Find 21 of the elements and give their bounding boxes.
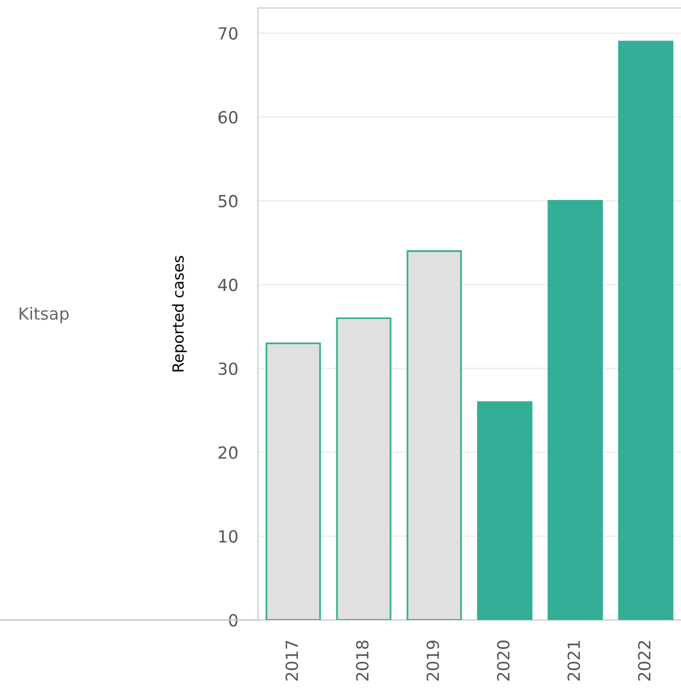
y-axis-title: Reported cases	[172, 256, 187, 372]
x-tick-label: 2022	[638, 641, 651, 681]
text: Kitsap	[20, 306, 69, 324]
x-tick-label: 2017	[285, 640, 298, 681]
y-tick-label: 60	[218, 110, 238, 124]
bar	[336, 317, 392, 620]
y-tick-label: 70	[218, 27, 238, 40]
y-tick-label: 30	[218, 362, 238, 376]
x-tick-label: 2019	[426, 640, 440, 681]
y-tick-label: 20	[218, 446, 238, 459]
bar	[548, 200, 603, 620]
x-tick-label: 2018	[356, 640, 369, 681]
bar	[266, 342, 321, 620]
y-tick-label: 40	[218, 278, 238, 292]
x-tick-label: 2021	[567, 640, 580, 681]
bar	[406, 250, 462, 620]
y-tick-label: 50	[218, 194, 238, 208]
x-tick-label: 2020	[496, 640, 510, 681]
bar	[618, 40, 674, 620]
y-tick-label: 10	[219, 530, 238, 543]
bar	[477, 401, 532, 620]
